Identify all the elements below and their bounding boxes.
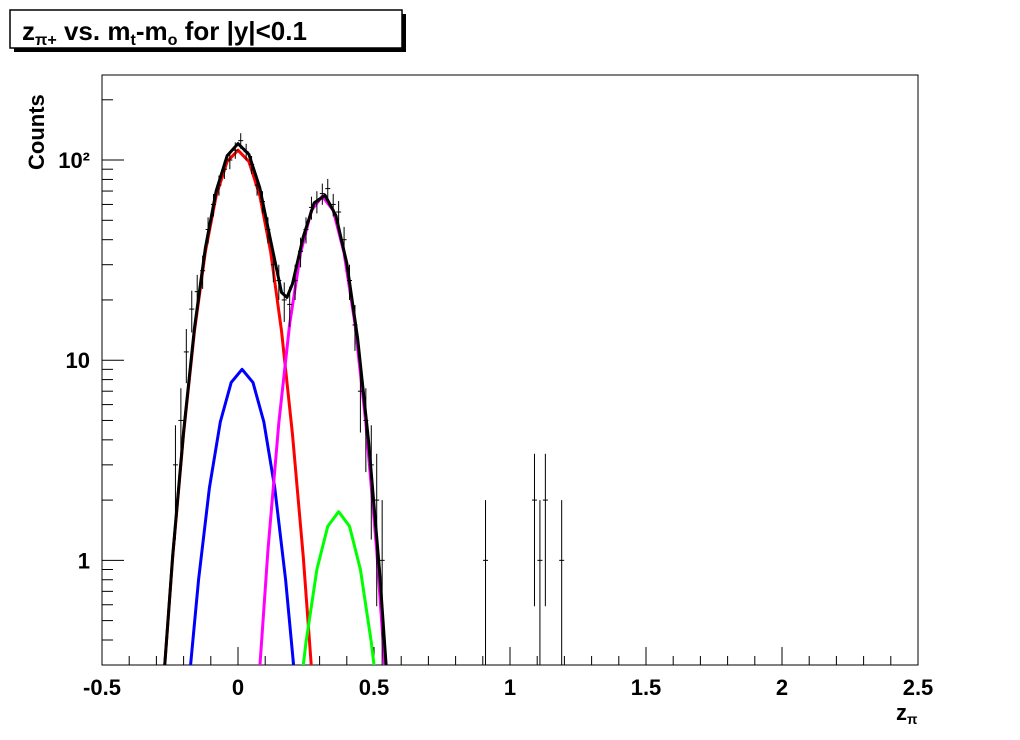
x-tick-label: 2 xyxy=(776,675,788,700)
x-tick-label: 2.5 xyxy=(903,675,934,700)
fit-curve xyxy=(163,142,388,665)
y-tick-label: 10² xyxy=(58,148,90,173)
data-points xyxy=(172,133,565,665)
x-tick-label: 0.5 xyxy=(359,675,390,700)
title-box xyxy=(9,9,403,49)
x-axis-label: zπ xyxy=(896,700,918,727)
x-tick-label: -0.5 xyxy=(83,675,121,700)
subscript: o xyxy=(168,31,178,49)
subscript: π xyxy=(907,712,918,727)
text-part: vs. m xyxy=(57,16,131,46)
y-axis-label: Counts xyxy=(24,94,49,170)
y-tick-label: 1 xyxy=(78,548,90,573)
subscript: π+ xyxy=(35,31,57,49)
subscript: t xyxy=(130,31,136,49)
text-part: z xyxy=(22,16,35,46)
text-part: for |y|<0.1 xyxy=(177,16,306,46)
chart-title: zπ+ vs. mt-mo for |y|<0.1 xyxy=(22,16,307,49)
text-part: z xyxy=(896,700,907,725)
x-tick-label: 1.5 xyxy=(631,675,662,700)
y-tick-label: 10 xyxy=(66,348,90,373)
text-part: -m xyxy=(136,16,168,46)
x-tick-label: 1 xyxy=(504,675,516,700)
fit-curve xyxy=(301,510,376,665)
x-tick-label: 0 xyxy=(232,675,244,700)
fit-curve xyxy=(189,367,296,665)
